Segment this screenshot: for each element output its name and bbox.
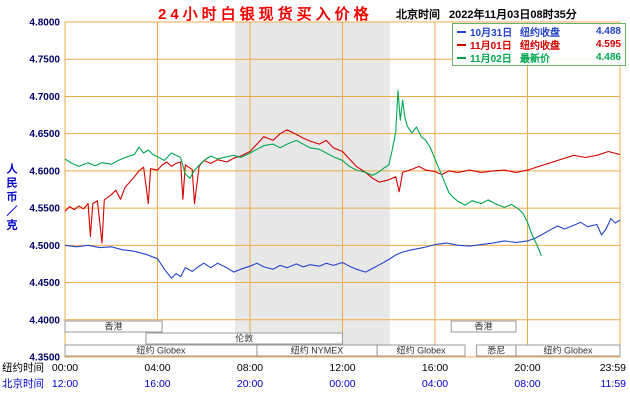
y-axis-tick-label: 4.5000 <box>29 241 60 252</box>
price-series-line-2 <box>64 89 542 257</box>
market-session-label: 纽约 Globex <box>397 345 447 356</box>
bj-time-tick-label: 00:00 <box>329 378 355 390</box>
y-axis-tick-label: 4.7000 <box>29 92 60 103</box>
bj-time-tick-label: 12:00 <box>52 378 78 390</box>
market-session-label: 伦敦 <box>235 333 253 344</box>
ny-time-tick-label: 12:00 <box>329 362 355 374</box>
y-axis-tick-label: 4.5500 <box>29 204 60 215</box>
bj-time-tick-label: 11:59 <box>601 378 627 390</box>
y-axis-tick-label: 4.6500 <box>29 129 60 140</box>
plot-border <box>64 21 621 358</box>
y-axis-tick-label: 4.4500 <box>29 278 60 289</box>
legend-label: 纽约收盘 <box>520 28 560 39</box>
legend-date: 11月02日 <box>470 54 512 65</box>
market-session-box <box>515 344 621 357</box>
market-session-box <box>450 320 517 333</box>
market-session-box <box>64 320 163 333</box>
legend-date: 10月31日 <box>470 28 513 39</box>
bj-time-row-label: 北京时间 <box>2 377 44 390</box>
bj-time-tick-label: 04:00 <box>422 378 448 390</box>
ny-time-tick-label: 08:00 <box>237 362 263 374</box>
ny-time-tick-label: 23:59 <box>600 362 626 374</box>
bj-time-tick-label: 08:00 <box>514 378 540 390</box>
legend-value: 4.486 <box>595 52 621 63</box>
market-session-label: 香港 <box>475 321 493 332</box>
y-axis-tick-label: 4.8000 <box>29 18 60 29</box>
market-session-label: 悉尼 <box>487 345 505 356</box>
legend-line-icon <box>457 43 466 46</box>
legend-label: 最新价 <box>520 54 550 65</box>
y-axis-tick-label: 4.7500 <box>29 55 60 66</box>
y-axis-tick-label: 4.3500 <box>29 353 60 364</box>
ny-time-tick-label: 16:00 <box>422 362 448 374</box>
legend-label: 纽约收盘 <box>520 41 560 52</box>
y-axis-unit-label: 人民币／克 <box>5 163 17 233</box>
legend-row: 11月01日 纽约收盘 4.595 <box>457 38 621 52</box>
market-session-box <box>376 344 466 357</box>
price-series-line-1 <box>64 129 621 244</box>
beijing-clock: 北京时间 2022年11月03日08时35分 <box>396 6 577 22</box>
ny-time-tick-label: 20:00 <box>514 362 540 374</box>
legend-line-icon <box>457 30 466 33</box>
market-session-label: 纽约 NYMEX <box>291 345 344 356</box>
legend: 10月31日 纽约收盘 4.488 11月01日 纽约收盘 4.595 11月0… <box>452 23 626 66</box>
ny-time-row-label: 纽约时间 <box>2 361 44 374</box>
market-session-label: 纽约 Globex <box>543 345 593 356</box>
bj-time-tick-label: 20:00 <box>237 378 263 390</box>
legend-row: 11月02日 最新价 4.486 <box>457 51 621 65</box>
legend-row: 10月31日 纽约收盘 4.488 <box>457 25 621 39</box>
clock-label: 北京时间 <box>396 9 440 21</box>
ny-time-tick-label: 04:00 <box>144 362 170 374</box>
ny-time-tick-label: 00:00 <box>52 362 78 374</box>
legend-date: 11月01日 <box>470 41 512 52</box>
price-series-line-0 <box>64 217 621 279</box>
market-session-box <box>145 332 343 345</box>
session-shade-band <box>234 22 390 357</box>
market-session-label: 香港 <box>105 321 123 332</box>
market-session-label: 纽约 Globex <box>136 345 186 356</box>
legend-line-icon <box>457 56 466 59</box>
bj-time-tick-label: 16:00 <box>144 378 170 390</box>
page-title: 24小时白银现货买入价格 <box>158 6 373 23</box>
legend-value: 4.488 <box>595 26 621 37</box>
clock-value: 2022年11月03日08时35分 <box>449 9 577 21</box>
legend-value: 4.595 <box>595 39 621 50</box>
y-axis-tick-label: 4.4000 <box>29 315 60 326</box>
y-axis-tick-label: 4.6000 <box>29 166 60 177</box>
